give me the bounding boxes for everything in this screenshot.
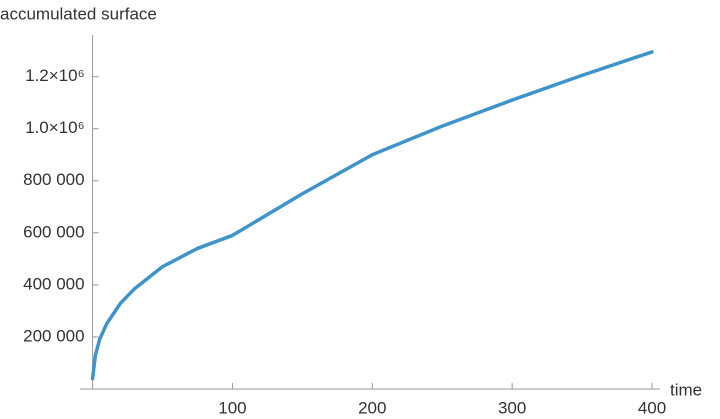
x-tick-label: 300 (498, 398, 526, 417)
y-tick-label: 600 000 (23, 222, 84, 241)
y-tick-label: 400 000 (23, 274, 84, 293)
x-tick-label: 100 (218, 398, 246, 417)
y-tick-label: 1.0×10⁶ (25, 118, 84, 137)
y-tick-label: 1.2×10⁶ (25, 66, 84, 85)
y-axis-label: accumulated surface (0, 4, 157, 23)
x-tick-label: 400 (638, 398, 666, 417)
x-axis-label: time (670, 380, 702, 399)
y-tick-label: 200 000 (23, 326, 84, 345)
y-tick-label: 800 000 (23, 170, 84, 189)
x-tick-label: 200 (358, 398, 386, 417)
data-line (90, 50, 654, 381)
